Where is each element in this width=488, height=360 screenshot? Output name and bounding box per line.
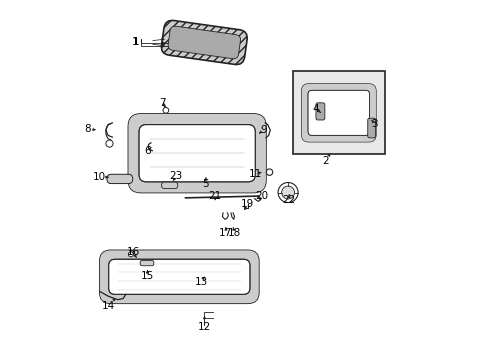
Circle shape <box>106 140 113 147</box>
Text: 3: 3 <box>371 118 377 129</box>
FancyBboxPatch shape <box>315 103 324 120</box>
FancyBboxPatch shape <box>140 260 153 266</box>
Text: 19: 19 <box>240 199 253 209</box>
Text: 1: 1 <box>133 37 140 48</box>
Circle shape <box>281 186 294 199</box>
Bar <box>292 71 384 154</box>
Text: 7: 7 <box>159 98 165 108</box>
FancyBboxPatch shape <box>161 21 247 64</box>
Circle shape <box>128 252 133 257</box>
FancyBboxPatch shape <box>108 259 249 294</box>
FancyBboxPatch shape <box>307 90 369 135</box>
FancyBboxPatch shape <box>139 125 255 182</box>
Circle shape <box>278 183 298 203</box>
Text: 17: 17 <box>219 228 232 238</box>
FancyBboxPatch shape <box>168 26 240 59</box>
Text: 1: 1 <box>132 37 139 48</box>
Text: 9: 9 <box>260 125 267 135</box>
Text: 23: 23 <box>169 171 182 181</box>
Text: 8: 8 <box>84 124 91 134</box>
FancyBboxPatch shape <box>107 174 132 184</box>
Text: 2: 2 <box>322 157 328 166</box>
FancyBboxPatch shape <box>128 114 265 193</box>
Text: 6: 6 <box>144 146 150 156</box>
Text: 21: 21 <box>208 191 222 201</box>
FancyBboxPatch shape <box>100 250 258 303</box>
Text: 15: 15 <box>141 271 154 282</box>
Text: 12: 12 <box>198 322 211 332</box>
FancyBboxPatch shape <box>367 118 375 138</box>
FancyBboxPatch shape <box>100 250 258 303</box>
Text: 10: 10 <box>93 172 106 182</box>
Text: 5: 5 <box>202 179 209 189</box>
FancyBboxPatch shape <box>162 182 177 189</box>
Text: 13: 13 <box>195 277 208 287</box>
Text: 14: 14 <box>101 301 114 311</box>
FancyBboxPatch shape <box>139 125 255 182</box>
FancyBboxPatch shape <box>301 84 375 142</box>
Text: 11: 11 <box>248 169 261 179</box>
Text: 4: 4 <box>312 104 319 113</box>
FancyBboxPatch shape <box>128 114 265 193</box>
Text: 16: 16 <box>126 247 140 257</box>
FancyBboxPatch shape <box>301 84 375 142</box>
Text: 22: 22 <box>282 195 295 204</box>
FancyBboxPatch shape <box>307 90 369 135</box>
Circle shape <box>163 108 168 113</box>
Circle shape <box>266 169 272 175</box>
FancyBboxPatch shape <box>108 259 249 294</box>
Text: 20: 20 <box>255 191 267 201</box>
Text: 18: 18 <box>227 228 241 238</box>
